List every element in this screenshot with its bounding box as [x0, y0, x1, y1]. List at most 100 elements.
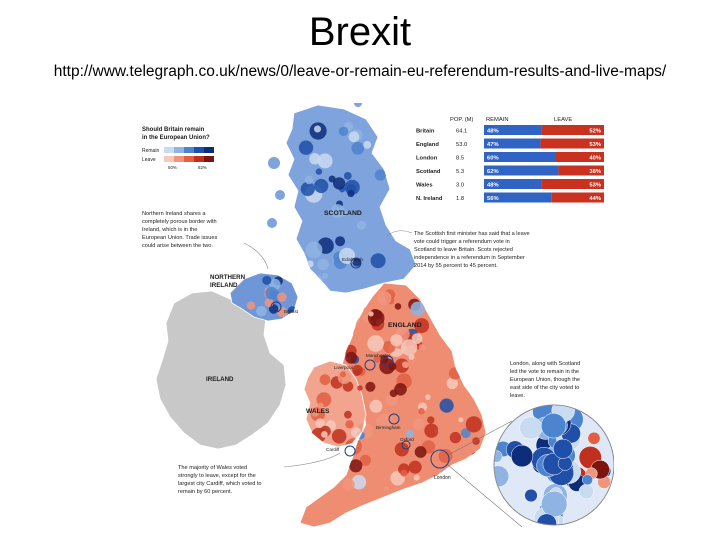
- label-england: ENGLAND: [388, 322, 422, 329]
- district-patch: [344, 179, 360, 195]
- district-patch: [317, 258, 329, 271]
- table-remain-value: 48%: [487, 183, 499, 189]
- london-borough-patch: [536, 513, 557, 525]
- table-header-remain: REMAIN: [486, 117, 509, 123]
- district-patch: [351, 141, 365, 155]
- district-patch: [262, 275, 272, 285]
- annotation-line: European Union. Trade issues: [142, 235, 217, 241]
- district-patch: [440, 317, 447, 325]
- district-patch: [449, 431, 462, 444]
- label-northern-ireland-2: IRELAND: [210, 282, 238, 289]
- annotation-line: completely porous border with: [142, 219, 217, 225]
- legend-leave-swatch: [194, 156, 204, 162]
- remain-bar: [484, 125, 542, 135]
- label-ireland: IRELAND: [206, 376, 234, 383]
- city-marker-manchester: [382, 355, 394, 367]
- district-patch: [470, 481, 480, 490]
- district-patch: [370, 253, 386, 269]
- brexit-map-figure: SCOTLAND Edinburgh NORTHERN IRELAND Belf…: [134, 103, 614, 537]
- district-patch: [470, 451, 485, 466]
- district-patch: [365, 381, 376, 392]
- district-patch: [425, 394, 431, 400]
- district-patch: [363, 140, 372, 149]
- annotation-line: Ireland, which is in the: [142, 227, 197, 233]
- remain-bar: [484, 165, 559, 176]
- table-leave-value: 40%: [589, 156, 601, 162]
- london-borough-patch: [587, 431, 601, 445]
- london-borough-patch: [524, 488, 538, 503]
- district-patch: [413, 474, 420, 481]
- table-remain-value: 47%: [487, 142, 499, 148]
- table-leave-value: 53%: [589, 142, 601, 148]
- annotation-line: The Scottish first minister has said tha…: [414, 231, 530, 237]
- city-marker-london: [430, 449, 450, 469]
- district-patch: [401, 361, 409, 368]
- legend-scale-min: 50%: [168, 165, 177, 170]
- district-patch: [383, 486, 389, 492]
- district-patch: [311, 409, 319, 417]
- district-patch: [446, 377, 458, 389]
- annotation-line: The majority of Wales voted: [178, 465, 247, 471]
- district-patch: [376, 413, 393, 430]
- label-edinburgh: Edinburgh: [342, 257, 363, 262]
- district-patch: [357, 385, 363, 391]
- annotation-line: European Union, though the: [510, 377, 580, 383]
- district-patch: [412, 418, 425, 431]
- leave-bar: [540, 138, 604, 149]
- legend-remain-label: Remain: [142, 148, 159, 154]
- table-remain-value: 60%: [487, 156, 499, 162]
- table-region-label: Scotland: [416, 169, 441, 175]
- district-patch: [437, 304, 448, 315]
- district-patch: [305, 241, 323, 259]
- city-marker-oxford: [401, 440, 411, 450]
- london-borough-patch: [540, 413, 567, 439]
- district-patch: [340, 371, 346, 378]
- legend-scale-max: 82%: [198, 165, 207, 170]
- district-patch: [448, 312, 456, 319]
- district-patch: [315, 168, 323, 175]
- remain-bar: [484, 179, 542, 189]
- table-header-pop: POP. (M): [450, 117, 473, 123]
- island-shape: [354, 103, 362, 107]
- table-remain-value: 62%: [487, 169, 499, 175]
- london-borough-patch: [494, 450, 503, 463]
- annotation-line: strongly to leave, except for the: [178, 473, 256, 479]
- legend-leave-swatch: [184, 156, 194, 162]
- table-leave-value: 38%: [589, 169, 601, 175]
- district-patch: [394, 303, 402, 310]
- island-shape: [268, 157, 280, 169]
- annotation-scotland: The Scottish first minister has said tha…: [385, 230, 530, 269]
- district-patch: [418, 408, 425, 415]
- results-table: POP. (M) REMAIN LEAVE Britain 64.1 48% 52% E…: [416, 117, 604, 203]
- city-markers: [270, 257, 450, 469]
- district-patch: [390, 334, 403, 347]
- city-marker-edinburgh: [350, 257, 362, 269]
- london-borough-patch: [582, 474, 593, 486]
- legend-remain-swatch: [194, 147, 204, 153]
- source-url[interactable]: http://www.telegraph.co.uk/news/0/leave-…: [53, 63, 667, 80]
- table-region-label: England: [416, 142, 439, 148]
- label-oxford: Oxford: [400, 437, 414, 442]
- leave-bar: [541, 125, 604, 135]
- map-legend: Should Britain remain in the European Un…: [142, 127, 214, 170]
- remain-bar: [484, 192, 552, 203]
- label-birmingham: Birmingham: [376, 425, 401, 430]
- leave-bar: [556, 152, 604, 162]
- district-patch: [374, 169, 386, 181]
- legend-question-1: Should Britain remain: [142, 127, 205, 133]
- district-patch: [352, 364, 363, 376]
- london-borough-patch: [519, 416, 543, 440]
- table-leave-value: 53%: [589, 183, 601, 189]
- island-shape: [275, 190, 285, 200]
- legend-leave-swatch: [174, 156, 184, 162]
- label-wales: WALES: [306, 408, 330, 415]
- annotation-line: Scotland to leave Britain. Scots rejecte…: [414, 247, 513, 253]
- district-patch: [344, 410, 352, 419]
- legend-remain-swatch: [174, 147, 184, 153]
- annotation-line: led the vote to remain in the: [510, 369, 579, 375]
- district-patch: [277, 292, 287, 302]
- label-cardiff: Cardiff: [326, 447, 340, 452]
- district-patch: [348, 131, 360, 143]
- district-patch: [330, 204, 345, 219]
- table-remain-value: 48%: [487, 129, 499, 135]
